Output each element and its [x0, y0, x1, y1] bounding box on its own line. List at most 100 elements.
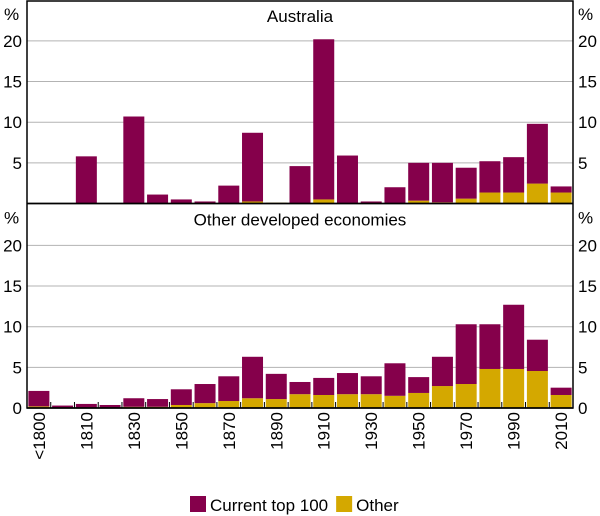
bar-current-top-100-2010 — [550, 387, 572, 395]
bar-current-top-100-1880 — [242, 356, 264, 399]
bar-current-top-100-1820 — [99, 404, 121, 408]
y-tick-left: 5 — [13, 154, 22, 173]
bar-current-top-100-1870 — [218, 185, 240, 204]
y-tick-left: 5 — [13, 358, 22, 377]
bar-current-top-100-1830 — [123, 116, 145, 204]
x-tick-label: 1910 — [315, 412, 334, 450]
bar-other-2000 — [526, 371, 548, 408]
legend-swatch-other — [336, 496, 353, 512]
bar-other-1980 — [479, 368, 501, 408]
y-tick-right: 5 — [578, 154, 587, 173]
x-tick-label: 1930 — [362, 412, 381, 450]
bar-other-lt1800 — [28, 406, 50, 408]
y-tick-right: 0 — [578, 399, 587, 418]
x-tick-label: 1830 — [125, 412, 144, 450]
bar-current-top-100-1840 — [147, 194, 169, 204]
bar-other-1990 — [503, 368, 525, 408]
panel-title: Other developed economies — [194, 211, 407, 230]
y-tick-right: 10 — [578, 318, 597, 337]
y-tick-left: 15 — [3, 277, 22, 296]
y-unit-right: % — [578, 5, 593, 24]
bar-current-top-100-1850 — [170, 199, 192, 204]
bar-other-2000 — [526, 183, 548, 204]
y-tick-right: 20 — [578, 32, 597, 51]
bar-other-1960 — [431, 386, 453, 408]
bar-other-1980 — [479, 192, 501, 204]
bar-other-1940 — [384, 395, 406, 408]
bar-current-top-100-2000 — [526, 123, 548, 184]
bar-current-top-100-1880 — [242, 132, 264, 202]
bar-other-1950 — [408, 392, 430, 408]
bar-other-1880 — [242, 201, 264, 204]
bar-current-top-100-1980 — [479, 324, 501, 369]
bar-current-top-100-1930 — [360, 201, 382, 204]
y-unit-right: % — [578, 209, 593, 228]
bar-current-top-100-1970 — [455, 167, 477, 199]
y-tick-right: 15 — [578, 277, 597, 296]
bar-current-top-100-1910 — [313, 377, 335, 395]
bar-current-top-100-1920 — [336, 155, 358, 204]
bar-other-1850 — [170, 404, 192, 408]
y-tick-right: 15 — [578, 73, 597, 92]
x-tick-label: 1990 — [505, 412, 524, 450]
bar-current-top-100-1920 — [336, 373, 358, 395]
y-unit-left: % — [4, 209, 19, 228]
bar-current-top-100-1890 — [265, 373, 287, 400]
x-tick-label: 2010 — [552, 412, 571, 450]
bar-other-2010 — [550, 394, 572, 408]
bar-current-top-100-1860 — [194, 201, 216, 204]
x-tick-label: 1850 — [172, 412, 191, 450]
bar-other-1870 — [218, 401, 240, 408]
x-tick-label: 1950 — [410, 412, 429, 450]
bar-current-top-100-1840 — [147, 399, 169, 407]
bar-other-1900 — [289, 394, 311, 408]
legend-swatch-current-top-100 — [190, 496, 206, 512]
bar-other-2010 — [550, 192, 572, 204]
x-tick-label: 1890 — [267, 412, 286, 450]
y-unit-left: % — [4, 5, 19, 24]
bar-other-1920 — [336, 394, 358, 408]
bar-current-top-100-1800 — [52, 405, 74, 408]
bar-other-1880 — [242, 398, 264, 408]
bar-current-top-100-1990 — [503, 304, 525, 369]
bar-current-top-100-2010 — [550, 186, 572, 193]
bar-other-1970 — [455, 384, 477, 408]
bar-other-1930 — [360, 394, 382, 408]
x-tick-label: 1970 — [457, 412, 476, 450]
bar-current-top-100-1810 — [75, 403, 97, 408]
bar-current-top-100-1940 — [384, 187, 406, 204]
bar-other-1910 — [313, 394, 335, 408]
bar-current-top-100-1860 — [194, 384, 216, 404]
y-tick-left: 0 — [13, 399, 22, 418]
bar-other-1950 — [408, 200, 430, 204]
y-tick-left: 10 — [3, 113, 22, 132]
bar-current-top-100-1900 — [289, 166, 311, 204]
bar-current-top-100-1960 — [431, 162, 453, 203]
legend-label: Other — [356, 496, 399, 515]
y-tick-left: 20 — [3, 32, 22, 51]
bar-current-top-100-1810 — [75, 156, 97, 204]
bar-current-top-100-1830 — [123, 398, 145, 407]
plot-frame — [26, 0, 574, 409]
y-tick-left: 20 — [3, 236, 22, 255]
bar-other-1990 — [503, 192, 525, 204]
bar-current-top-100-1940 — [384, 363, 406, 396]
y-tick-left: 10 — [3, 318, 22, 337]
bar-other-1860 — [194, 403, 216, 408]
panel-title: Australia — [267, 7, 334, 26]
bar-other-1910 — [313, 199, 335, 204]
bar-current-top-100-1970 — [455, 324, 477, 385]
y-tick-left: 15 — [3, 73, 22, 92]
bar-current-top-100-1950 — [408, 377, 430, 393]
bar-current-top-100-1990 — [503, 157, 525, 193]
bar-current-top-100-1960 — [431, 356, 453, 387]
bar-current-top-100-1930 — [360, 376, 382, 395]
legend-label: Current top 100 — [210, 496, 328, 515]
x-tick-label: <1800 — [30, 412, 49, 460]
bar-current-top-100-1850 — [170, 389, 192, 405]
bar-current-top-100-1900 — [289, 381, 311, 395]
bar-current-top-100-1980 — [479, 161, 501, 193]
bar-current-top-100-1950 — [408, 162, 430, 201]
x-tick-label: 1810 — [77, 412, 96, 450]
